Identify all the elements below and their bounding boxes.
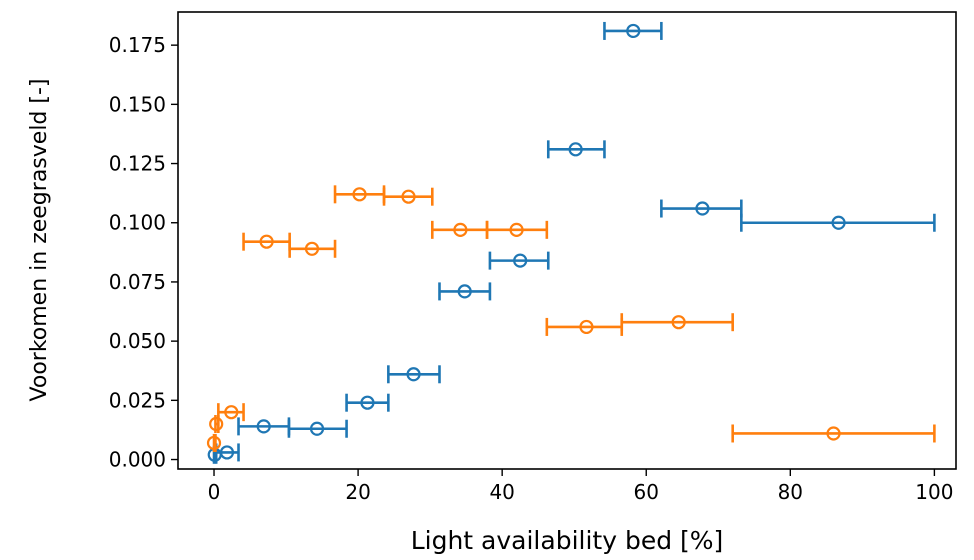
plot-frame xyxy=(177,11,957,470)
y-axis: 0.000 0.025 0.050 0.075 0.100 0.125 0.150 0.175 xyxy=(109,33,178,472)
data-point xyxy=(219,445,235,460)
x-tick-label: 40 xyxy=(489,480,514,504)
series-2 xyxy=(206,185,936,452)
x-tick-label: 60 xyxy=(634,480,659,504)
y-tick-label: 0.075 xyxy=(109,270,166,294)
data-point xyxy=(401,189,416,204)
x-tick-label: 80 xyxy=(778,480,803,504)
data-point xyxy=(671,315,686,330)
data-point xyxy=(309,421,325,436)
y-axis-label: Voorkomen in zeegrasveld [-] xyxy=(27,79,52,402)
data-point xyxy=(509,222,524,237)
data-point xyxy=(457,284,472,299)
x-axis-label: Light availability bed [%] xyxy=(411,526,724,555)
data-point xyxy=(224,405,239,420)
data-point xyxy=(206,435,222,451)
x-tick-label: 100 xyxy=(915,480,953,504)
y-tick-label: 0.050 xyxy=(109,329,166,353)
data-point xyxy=(352,187,367,202)
data-point xyxy=(453,222,468,237)
data-point xyxy=(826,426,841,441)
series-layer xyxy=(206,21,936,464)
x-tick-label: 0 xyxy=(208,480,221,504)
data-point xyxy=(259,234,274,249)
series-1 xyxy=(207,21,936,464)
y-tick-label: 0.150 xyxy=(109,92,166,116)
data-point xyxy=(256,419,271,434)
data-point xyxy=(513,253,528,268)
data-point xyxy=(209,416,224,432)
data-point xyxy=(568,142,583,157)
y-tick-label: 0.100 xyxy=(109,211,166,235)
data-point xyxy=(406,367,421,382)
plot-area xyxy=(177,11,957,470)
data-point xyxy=(626,23,641,39)
y-tick-label: 0.175 xyxy=(109,33,166,57)
x-tick-label: 20 xyxy=(345,480,370,504)
y-tick-label: 0.025 xyxy=(109,388,166,412)
data-point xyxy=(360,395,375,410)
data-point xyxy=(831,215,846,230)
y-tick-label: 0.000 xyxy=(109,448,166,472)
y-tick-label: 0.125 xyxy=(109,152,166,176)
data-point xyxy=(304,241,320,256)
x-axis: 0 20 40 60 80 100 xyxy=(208,469,953,504)
data-point xyxy=(695,201,710,216)
data-point xyxy=(579,319,594,335)
